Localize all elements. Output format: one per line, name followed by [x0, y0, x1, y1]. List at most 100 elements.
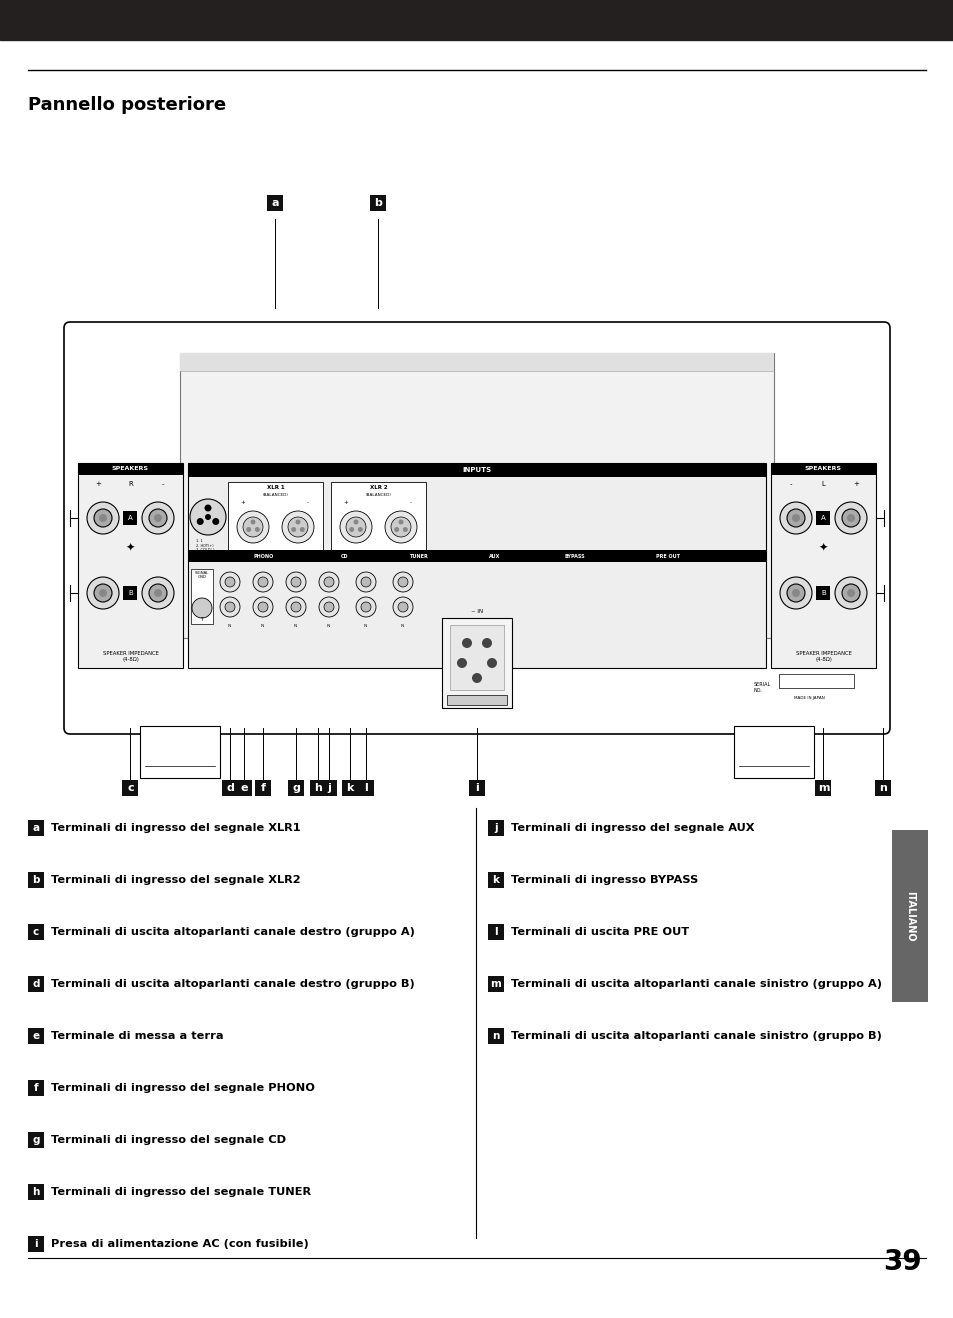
Text: Terminali di uscita altoparlanti canale destro (gruppo A): Terminali di uscita altoparlanti canale …	[51, 927, 415, 937]
Circle shape	[398, 519, 403, 525]
Text: b: b	[375, 198, 382, 208]
Text: l: l	[494, 927, 497, 937]
Bar	[28, 820, 44, 836]
Text: SPEAKERS: SPEAKERS	[112, 467, 149, 472]
Text: e: e	[32, 1031, 39, 1041]
Bar	[816, 511, 830, 525]
Circle shape	[291, 577, 301, 587]
Circle shape	[190, 500, 226, 535]
Text: T: T	[200, 617, 203, 622]
Text: SPEAKERS: SPEAKERS	[804, 467, 841, 472]
Circle shape	[360, 602, 371, 612]
Bar	[222, 780, 237, 796]
Text: B: B	[128, 590, 132, 596]
Bar	[815, 780, 831, 796]
Text: d: d	[32, 979, 40, 988]
Text: e: e	[240, 783, 248, 793]
Circle shape	[402, 527, 407, 532]
Circle shape	[225, 602, 234, 612]
Circle shape	[318, 597, 338, 617]
Text: Terminali di uscita altoparlanti canale sinistro (gruppo B): Terminali di uscita altoparlanti canale …	[511, 1031, 881, 1041]
Circle shape	[291, 602, 301, 612]
Circle shape	[99, 589, 107, 597]
Circle shape	[846, 589, 854, 597]
Text: (BALANCED): (BALANCED)	[365, 493, 391, 497]
Circle shape	[324, 577, 334, 587]
Circle shape	[394, 527, 398, 532]
Bar	[28, 873, 44, 888]
Circle shape	[355, 572, 375, 592]
Text: j: j	[327, 783, 331, 793]
Circle shape	[251, 519, 255, 525]
Text: h: h	[32, 1188, 40, 1197]
Circle shape	[299, 527, 305, 532]
Circle shape	[225, 577, 234, 587]
Text: ✦: ✦	[818, 543, 827, 554]
Bar	[488, 1028, 503, 1044]
Text: TUNER: TUNER	[410, 554, 428, 559]
Bar	[180, 353, 773, 370]
Text: Terminali di uscita altoparlanti canale destro (gruppo B): Terminali di uscita altoparlanti canale …	[51, 979, 415, 988]
Bar	[140, 726, 220, 778]
Text: i: i	[475, 783, 478, 793]
Circle shape	[204, 505, 212, 511]
Circle shape	[357, 527, 362, 532]
Bar	[28, 1132, 44, 1148]
Circle shape	[846, 514, 854, 522]
Text: +: +	[852, 481, 858, 486]
Bar	[0, 0, 953, 40]
Bar	[235, 780, 252, 796]
Circle shape	[153, 514, 162, 522]
Circle shape	[472, 673, 481, 683]
Text: i: i	[34, 1239, 38, 1249]
Text: h: h	[314, 783, 321, 793]
Text: SPEAKER IMPEDANCE
(4-8Ω): SPEAKER IMPEDANCE (4-8Ω)	[795, 651, 850, 662]
Text: IN: IN	[294, 623, 297, 627]
Bar	[488, 873, 503, 888]
Text: PRE OUT: PRE OUT	[655, 554, 679, 559]
Bar	[28, 1028, 44, 1044]
Bar	[254, 780, 271, 796]
Circle shape	[220, 597, 240, 617]
Text: Pannello posteriore: Pannello posteriore	[28, 96, 226, 113]
Text: m: m	[817, 783, 828, 793]
Circle shape	[149, 509, 167, 527]
Bar	[122, 780, 138, 796]
Bar	[188, 550, 765, 561]
Bar	[469, 780, 484, 796]
Text: Terminali di ingresso del segnale CD: Terminali di ingresso del segnale CD	[51, 1135, 286, 1145]
Bar	[733, 726, 813, 778]
Text: g: g	[32, 1135, 40, 1145]
Bar	[450, 625, 503, 691]
Text: A: A	[821, 515, 825, 521]
Circle shape	[780, 502, 811, 534]
Circle shape	[324, 602, 334, 612]
Text: XLR 2: XLR 2	[370, 485, 387, 490]
Circle shape	[841, 509, 859, 527]
Text: IN: IN	[261, 623, 265, 627]
Text: BYPASS: BYPASS	[564, 554, 585, 559]
Bar	[488, 820, 503, 836]
Text: IN: IN	[327, 623, 331, 627]
Circle shape	[149, 584, 167, 602]
Text: b: b	[32, 875, 40, 884]
Circle shape	[257, 602, 268, 612]
Circle shape	[253, 597, 273, 617]
Circle shape	[282, 511, 314, 543]
Text: l: l	[364, 783, 368, 793]
Circle shape	[461, 638, 472, 648]
Text: ITALIANO: ITALIANO	[904, 891, 914, 941]
Text: IN: IN	[228, 623, 232, 627]
Text: B: B	[821, 590, 825, 596]
Text: ~ IN: ~ IN	[471, 609, 482, 614]
Text: Terminali di ingresso del segnale XLR2: Terminali di ingresso del segnale XLR2	[51, 875, 300, 884]
Circle shape	[142, 502, 173, 534]
Circle shape	[220, 572, 240, 592]
Circle shape	[142, 577, 173, 609]
Text: m: m	[490, 979, 501, 988]
Text: k: k	[492, 875, 499, 884]
Bar	[123, 587, 137, 600]
Circle shape	[834, 577, 866, 609]
Text: IN: IN	[400, 623, 405, 627]
Circle shape	[246, 527, 251, 532]
